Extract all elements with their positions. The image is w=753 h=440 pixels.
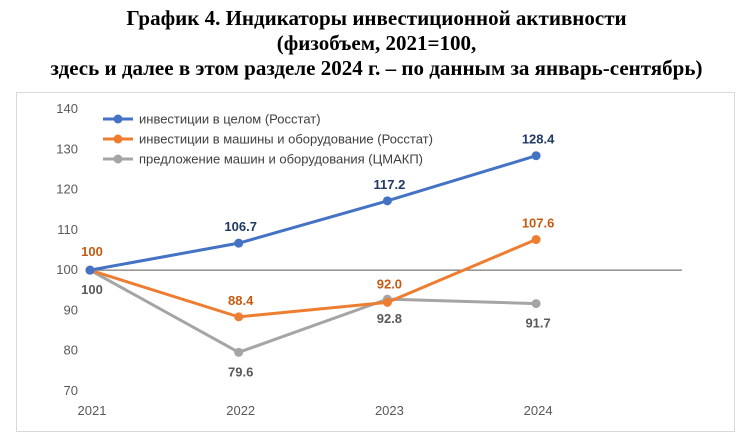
series-line-1 — [89, 238, 537, 319]
legend-marker-2 — [113, 154, 123, 164]
series-1-data-label: 100 — [81, 244, 103, 259]
y-tick-label: 80 — [64, 343, 78, 358]
series-0-data-label: 117.2 — [373, 177, 405, 192]
series-1-point — [382, 297, 392, 307]
legend-entry-0: инвестиции в целом (Росстат) — [139, 112, 321, 127]
legend-entry-1: инвестиции в машины и оборудование (Росс… — [139, 132, 433, 147]
series-2-data-label: 92.8 — [377, 311, 402, 326]
x-tick-label: 2023 — [375, 403, 404, 418]
legend-marker-1 — [113, 134, 123, 144]
chart-title-line-3: здесь и далее в этом разделе 2024 г. – п… — [50, 56, 703, 80]
y-tick-label: 90 — [64, 302, 78, 317]
y-tick-label: 70 — [64, 383, 78, 398]
series-1-data-label: 107.6 — [522, 216, 555, 231]
series-2-data-label: 79.6 — [228, 364, 253, 379]
y-tick-label: 100 — [56, 262, 78, 277]
y-tick-label: 120 — [56, 182, 78, 197]
x-tick-label: 2021 — [78, 403, 107, 418]
series-2-data-label: 100 — [81, 282, 103, 297]
chart-title-line-1: График 4. Индикаторы инвестиционной акти… — [126, 6, 627, 30]
series-0-point — [234, 238, 244, 248]
legend-entry-2: предложение машин и оборудования (ЦМАКП) — [139, 152, 423, 167]
series-1-data-label: 92.0 — [377, 276, 402, 291]
series-2-data-label: 91.7 — [525, 316, 550, 331]
series-2-point — [234, 347, 244, 357]
series-0-data-label: 128.4 — [522, 132, 555, 147]
series-line-2 — [89, 268, 537, 354]
series-2-point — [531, 299, 541, 309]
y-tick-label: 140 — [56, 101, 78, 116]
series-0-point — [85, 265, 95, 275]
y-tick-label: 110 — [57, 222, 78, 237]
chart-title: График 4. Индикаторы инвестиционной акти… — [0, 6, 753, 81]
chart-title-line-2: (физобъем, 2021=100, — [276, 31, 477, 55]
series-0-point — [531, 151, 541, 161]
series-1-point — [234, 312, 244, 322]
series-1-point — [531, 235, 541, 245]
x-tick-label: 2022 — [226, 403, 255, 418]
x-tick-label: 2024 — [524, 403, 553, 418]
series-line-0 — [89, 154, 537, 272]
chart-frame — [16, 92, 735, 432]
series-0-data-label: 106.7 — [224, 219, 257, 234]
y-tick-label: 130 — [56, 141, 78, 156]
series-0-point — [382, 196, 392, 206]
series-1-data-label: 88.4 — [228, 293, 254, 308]
legend-marker-0 — [113, 114, 123, 124]
